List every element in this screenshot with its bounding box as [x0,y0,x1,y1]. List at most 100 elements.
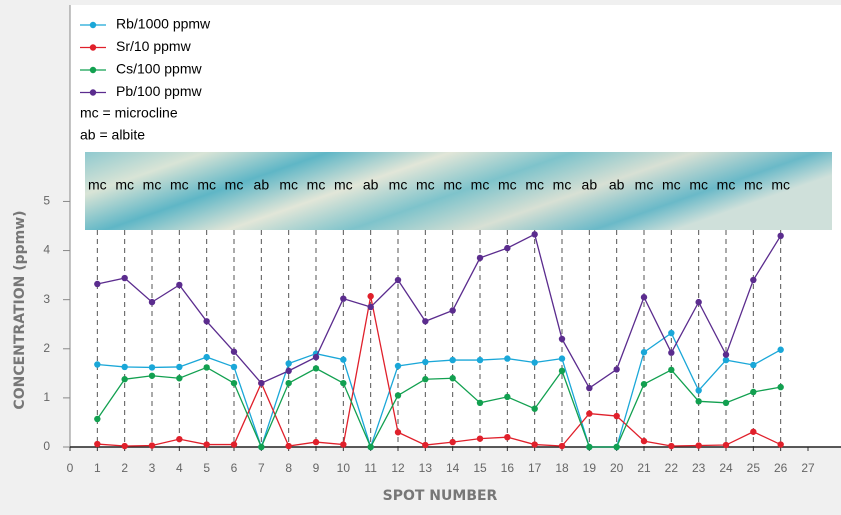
data-point [504,434,510,440]
data-point [176,436,182,442]
legend-note: mc = microcline [80,105,178,121]
mineral-label: mc [115,177,134,193]
data-point [777,441,783,447]
data-point [449,439,455,445]
data-point [641,438,647,444]
mineral-label: mc [416,177,435,193]
mineral-label: mc [170,177,189,193]
x-tick-label: 10 [337,461,351,475]
legend-label: Pb/100 ppmw [116,83,202,99]
data-point [94,416,100,422]
x-tick-label: 13 [419,461,433,475]
mineral-label: mc [553,177,572,193]
data-point [641,349,647,355]
data-point [395,277,401,283]
legend-note: ab = albite [80,127,145,143]
data-point [750,389,756,395]
data-point [340,441,346,447]
mineral-label: mc [307,177,326,193]
mineral-label: mc [635,177,654,193]
data-point [121,275,127,281]
x-tick-label: 15 [473,461,487,475]
data-point [504,355,510,361]
chart: CONCENTRATION (ppmw) SPOT NUMBER 0123450… [0,0,841,515]
data-point [258,444,264,450]
data-point [203,364,209,370]
data-point [777,384,783,390]
data-point [449,375,455,381]
data-point [285,368,291,374]
x-tick-label: 16 [501,461,515,475]
data-point [176,282,182,288]
legend-label: Cs/100 ppmw [116,61,202,77]
data-point [149,373,155,379]
x-tick-label: 20 [610,461,624,475]
data-point [422,442,428,448]
data-point [395,429,401,435]
mineral-label: mc [225,177,244,193]
data-point [285,380,291,386]
data-point [231,441,237,447]
y-tick-label: 4 [43,243,50,257]
data-point [203,354,209,360]
mineral-label: mc [498,177,517,193]
y-tick-label: 2 [43,341,50,355]
data-point [641,294,647,300]
y-tick-label: 3 [43,292,50,306]
mineral-label: mc [717,177,736,193]
data-point [477,400,483,406]
mineral-label: mc [279,177,298,193]
x-tick-label: 9 [313,461,320,475]
data-point [149,442,155,448]
data-point [723,442,729,448]
data-point [559,355,565,361]
data-point [203,318,209,324]
x-tick-label: 8 [285,461,292,475]
x-tick-label: 7 [258,461,265,475]
data-point [121,364,127,370]
x-tick-label: 19 [583,461,597,475]
data-point [668,367,674,373]
data-point [750,362,756,368]
data-point [94,441,100,447]
data-point [422,376,428,382]
x-tick-label: 6 [231,461,238,475]
x-tick-label: 1 [94,461,101,475]
data-point [94,361,100,367]
data-point [203,441,209,447]
data-point [531,405,537,411]
data-point [586,410,592,416]
data-point [285,360,291,366]
y-axis-label: CONCENTRATION (ppmw) [12,210,28,409]
data-point [695,387,701,393]
data-point [367,304,373,310]
data-point [750,429,756,435]
data-point [449,307,455,313]
data-point [641,381,647,387]
x-tick-label: 27 [801,461,815,475]
data-point [176,364,182,370]
data-point [531,441,537,447]
mineral-label: mc [662,177,681,193]
mineral-label: ab [254,177,270,193]
mineral-label: mc [689,177,708,193]
x-tick-label: 11 [364,461,377,475]
data-point [258,380,264,386]
legend-swatch-dot [90,67,96,73]
legend-swatch-dot [90,89,96,95]
x-tick-label: 24 [719,461,733,475]
data-point [395,392,401,398]
mineral-label: mc [471,177,490,193]
data-point [559,443,565,449]
data-point [504,394,510,400]
x-tick-label: 17 [528,461,542,475]
x-tick-label: 14 [446,461,460,475]
data-point [477,255,483,261]
x-tick-label: 25 [747,461,761,475]
mineral-label: mc [443,177,462,193]
mineral-label: mc [771,177,790,193]
mineral-label: mc [334,177,353,193]
legend-label: Rb/1000 ppmw [116,16,211,32]
data-point [586,444,592,450]
x-tick-label: 21 [637,461,651,475]
